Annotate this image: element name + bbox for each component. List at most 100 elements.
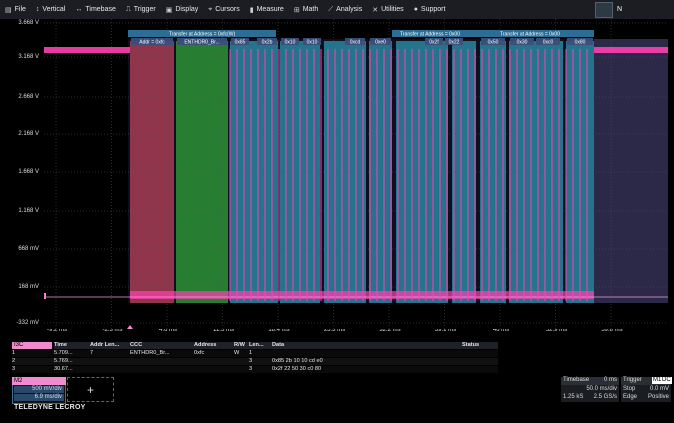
brand-logo: TELEDYNE LECROY — [14, 404, 86, 411]
packet-label: 0x30 — [517, 40, 528, 46]
packet-label-box — [481, 38, 505, 45]
packet-label: 0x80 — [575, 40, 586, 46]
window-layout-button[interactable] — [595, 2, 613, 18]
cursors-icon: ⌖ — [208, 5, 213, 13]
menu-measure[interactable]: ▮ Measure — [245, 0, 289, 19]
menu-label: Measure — [256, 6, 284, 13]
trigger-title: Trigger — [623, 377, 642, 383]
y-tick-label: -332 mV — [16, 320, 39, 326]
menu-label: File — [14, 6, 26, 13]
packet-label: 0xe0 — [375, 40, 386, 46]
math-icon: ⊞ — [293, 6, 300, 14]
transfer-header-label: Transfer at Address = 0xfc(W) — [169, 32, 236, 38]
decode-header-cell[interactable]: Addr Len... — [90, 342, 120, 348]
menu-utilities[interactable]: ✕ Utilities — [367, 0, 408, 19]
x-tick-label: -2.3 ms — [102, 327, 123, 333]
x-tick-label: 39.1 ms — [434, 327, 457, 333]
menu-analysis[interactable]: ⟋ Analysis — [323, 0, 367, 19]
timebase-samples: 1.25 kS — [563, 394, 584, 400]
table-cell: 30.67... — [54, 366, 73, 372]
menu-label: Display — [175, 6, 199, 13]
timebase-rate: 2.5 GS/s — [593, 394, 617, 400]
trigger-type: Edge — [623, 394, 638, 400]
table-cell: 5.709... — [54, 350, 73, 356]
vertical-icon: ↕ — [35, 6, 40, 13]
table-cell: 2 — [12, 358, 16, 364]
table-row[interactable] — [12, 366, 498, 373]
channel-descriptor-title[interactable]: M2 — [12, 377, 66, 385]
menu-label: Trigger — [133, 6, 156, 13]
trigger-icon: ⎍ — [125, 5, 131, 13]
y-tick-label: 2.668 V — [18, 94, 39, 100]
menu-file[interactable]: ▤ File — [0, 0, 31, 19]
decode-header-cell[interactable]: Time — [54, 342, 67, 348]
table-cell: 5.769... — [54, 358, 73, 364]
packet-label: 0x85 — [235, 40, 246, 46]
packet-label: 0x2f — [429, 40, 439, 46]
channel-marker — [44, 293, 46, 299]
display-icon: ▣ — [165, 6, 173, 14]
menu-math[interactable]: ⊞ Math — [289, 0, 323, 19]
y-tick-label: 3.168 V — [18, 54, 39, 60]
trigger-mode: Stop — [623, 386, 636, 392]
table-cell: 7 — [90, 350, 94, 356]
table-cell: 0xfc — [194, 350, 205, 356]
trigger-slope: Positive — [647, 394, 669, 400]
timebase-icon: ↔ — [75, 6, 83, 13]
menu-display[interactable]: ▣ Display — [161, 0, 204, 19]
decode-header-cell[interactable]: R/W — [234, 342, 245, 348]
add-trace-button[interactable]: + — [67, 377, 114, 402]
channel-marker-label: M2 — [44, 294, 45, 300]
transfer-header-label: Transfer at Address = 0x00 — [500, 32, 560, 38]
menu-cursors[interactable]: ⌖ Cursors — [203, 0, 244, 19]
packet-label-box — [231, 38, 249, 45]
decode-tab-i3c[interactable]: I3C — [12, 342, 52, 349]
idle-region — [594, 39, 668, 303]
packet-label: 0x2b — [262, 40, 273, 46]
decode-table-header — [54, 342, 498, 349]
trigger-panel[interactable]: Trigger M1 DC Stop 0.0 mV Edge Positive — [621, 377, 672, 402]
menu-vertical[interactable]: ↕ Vertical — [31, 0, 70, 19]
table-row[interactable] — [12, 358, 498, 365]
menu-label: Cursors — [215, 6, 240, 13]
x-tick-label: 32.2 ms — [379, 327, 401, 333]
y-tick-label: 668 mV — [18, 246, 39, 252]
x-tick-label: 52.9 ms — [545, 327, 568, 333]
decode-header-cell[interactable]: Data — [272, 342, 285, 348]
waveform-grid[interactable]: Transfer at Address = 0xfc(W) Transfer at… — [44, 19, 668, 329]
menu-support[interactable]: ● Support — [409, 0, 451, 19]
table-cell: ENTHDR0_Br... — [130, 350, 170, 356]
menu-label: Analysis — [336, 6, 363, 13]
table-cell: 3 — [12, 366, 16, 372]
decode-header-cell[interactable]: Len... — [249, 342, 264, 348]
channel-vdiv: 500 mV/div — [14, 386, 64, 393]
packet-label-box — [303, 38, 321, 45]
table-cell: 1 — [249, 350, 253, 356]
ccc-packet-box — [176, 41, 228, 303]
analysis-icon: ⟋ — [328, 5, 334, 13]
table-row[interactable] — [12, 350, 498, 357]
menu-trigger[interactable]: ⎍ Trigger — [121, 0, 161, 19]
table-cell: 0x85 2b 10 10 cd e0 — [272, 358, 323, 364]
decode-header-cell[interactable]: CCC — [130, 342, 143, 348]
y-tick-label: 3.668 V — [18, 20, 39, 26]
utilities-icon: ✕ — [372, 6, 379, 14]
file-icon: ▤ — [5, 6, 12, 14]
transfer-header — [466, 30, 594, 37]
window-label: N — [617, 6, 623, 13]
packet-label-box — [510, 38, 534, 45]
packet-label: ENTHDR0_Br... — [184, 40, 219, 46]
y-tick-label: 2.168 V — [18, 131, 39, 137]
decode-header-cell[interactable]: Address — [194, 342, 217, 348]
decode-header-cell[interactable]: Status — [462, 342, 480, 348]
trace-high-right — [594, 47, 668, 53]
packet-label-box — [131, 38, 173, 45]
timebase-panel[interactable]: Timebase 0 ms 50.0 ms/div 1.25 kS 2.5 GS… — [561, 377, 619, 402]
packet-label: 0xcd — [350, 40, 361, 46]
menu-timebase[interactable]: ↔ Timebase — [70, 0, 120, 19]
packet-label: 0x10 — [307, 40, 318, 46]
trigger-badge-coupling: DC — [661, 377, 672, 384]
y-tick-label: 1.168 V — [18, 208, 39, 214]
decode-table[interactable]: Time Addr Len... CCC Address R/W Len... Data St… — [12, 342, 498, 374]
